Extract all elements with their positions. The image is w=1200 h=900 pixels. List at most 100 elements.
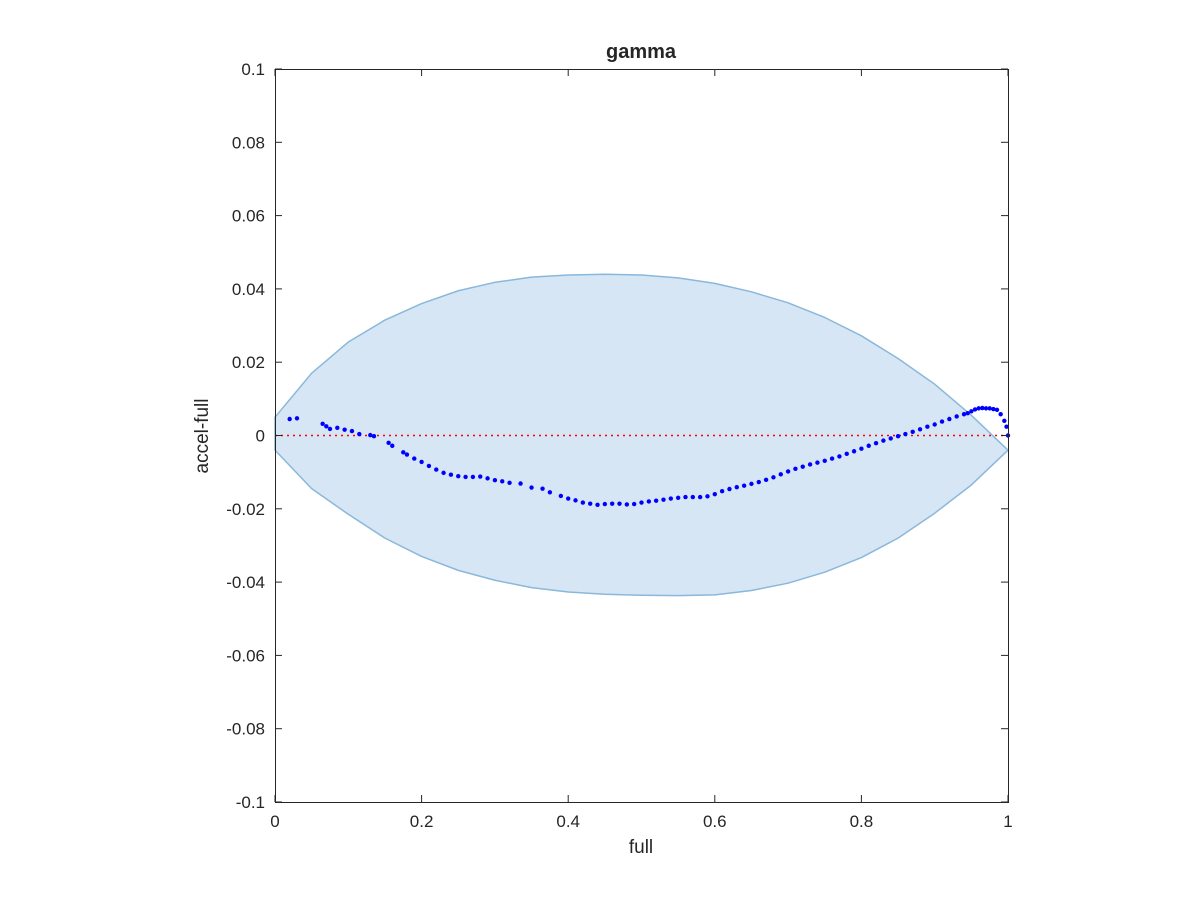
- data-point: [917, 427, 923, 432]
- y-tick-label: -0.08: [226, 720, 265, 739]
- data-point: [925, 424, 930, 429]
- data-point: [947, 416, 952, 422]
- data-point: [580, 500, 586, 505]
- data-point: [969, 409, 974, 414]
- data-point: [470, 474, 476, 480]
- data-point: [401, 450, 406, 455]
- data-point: [851, 449, 857, 454]
- data-point: [837, 454, 842, 459]
- data-point: [631, 501, 637, 507]
- data-point: [910, 429, 915, 435]
- data-point: [741, 483, 747, 488]
- data-point: [785, 469, 791, 474]
- data-point: [573, 498, 578, 503]
- data-point: [844, 451, 849, 457]
- data-point: [675, 495, 681, 501]
- x-axis-label: full: [629, 837, 653, 858]
- x-tick-label: 0.6: [703, 812, 727, 831]
- data-point: [895, 434, 901, 439]
- data-point: [327, 426, 333, 432]
- data-point: [320, 421, 325, 426]
- data-point: [822, 458, 827, 463]
- data-point: [617, 501, 622, 506]
- data-point: [976, 406, 981, 411]
- data-point: [368, 432, 373, 438]
- data-point: [566, 496, 571, 501]
- data-point: [778, 472, 783, 477]
- data-point: [756, 479, 761, 485]
- data-point: [829, 456, 835, 461]
- data-point: [342, 427, 347, 432]
- data-point: [683, 494, 688, 500]
- data-point: [426, 463, 432, 469]
- x-tick-label: 0.2: [410, 812, 434, 831]
- data-point: [727, 486, 732, 492]
- data-point: [661, 497, 666, 502]
- data-point: [994, 407, 1000, 413]
- data-point: [349, 428, 355, 434]
- chart-title: gamma: [606, 41, 677, 63]
- data-point: [653, 498, 659, 503]
- data-point: [771, 475, 776, 480]
- x-tick-label: 1: [1003, 812, 1012, 831]
- data-point: [639, 500, 644, 505]
- data-point: [587, 501, 593, 506]
- data-point: [712, 491, 717, 497]
- data-point: [1004, 424, 1009, 429]
- data-point: [749, 481, 754, 487]
- data-point: [705, 494, 710, 499]
- data-point: [404, 452, 410, 457]
- data-point: [448, 472, 454, 477]
- data-point: [793, 466, 798, 472]
- data-point: [697, 494, 703, 500]
- data-point: [547, 490, 553, 495]
- data-point: [558, 493, 564, 499]
- data-point: [1002, 418, 1007, 424]
- data-point: [463, 474, 468, 480]
- y-tick-label: 0.1: [241, 60, 265, 79]
- data-point: [800, 464, 805, 469]
- data-point: [961, 412, 967, 417]
- x-tick-label: 0: [270, 812, 279, 831]
- data-point: [386, 440, 391, 446]
- data-point: [507, 480, 512, 485]
- data-point: [807, 462, 813, 467]
- y-tick-label: -0.1: [236, 793, 265, 812]
- data-point: [492, 478, 498, 483]
- data-point: [485, 476, 490, 481]
- y-axis-label: accel-full: [192, 399, 213, 474]
- data-point: [881, 438, 886, 443]
- data-point: [529, 485, 534, 490]
- data-point: [954, 414, 959, 419]
- data-point: [939, 419, 945, 424]
- y-tick-label: 0: [256, 427, 265, 446]
- data-point: [866, 443, 871, 448]
- data-point: [335, 425, 340, 430]
- data-point: [478, 474, 483, 479]
- data-point: [595, 502, 600, 507]
- data-point: [965, 410, 970, 416]
- data-point: [998, 412, 1003, 417]
- data-point: [518, 481, 523, 486]
- y-tick-label: 0.02: [232, 353, 265, 372]
- y-tick-label: -0.06: [226, 646, 265, 665]
- data-point: [602, 501, 608, 507]
- data-point: [434, 467, 439, 472]
- data-point: [690, 494, 696, 500]
- y-tick-label: 0.04: [232, 280, 265, 299]
- data-point: [500, 479, 505, 484]
- data-point: [719, 489, 725, 494]
- data-point: [815, 460, 820, 465]
- data-point: [903, 431, 908, 437]
- data-point: [419, 459, 424, 465]
- y-tick-label: -0.02: [226, 500, 265, 519]
- data-point: [624, 502, 630, 507]
- data-point: [456, 473, 461, 479]
- data-point: [357, 431, 362, 437]
- data-point: [371, 434, 377, 439]
- data-point: [972, 407, 978, 412]
- y-tick-label: 0.06: [232, 207, 265, 226]
- y-tick-label: 0.08: [232, 133, 265, 152]
- data-point: [991, 406, 996, 412]
